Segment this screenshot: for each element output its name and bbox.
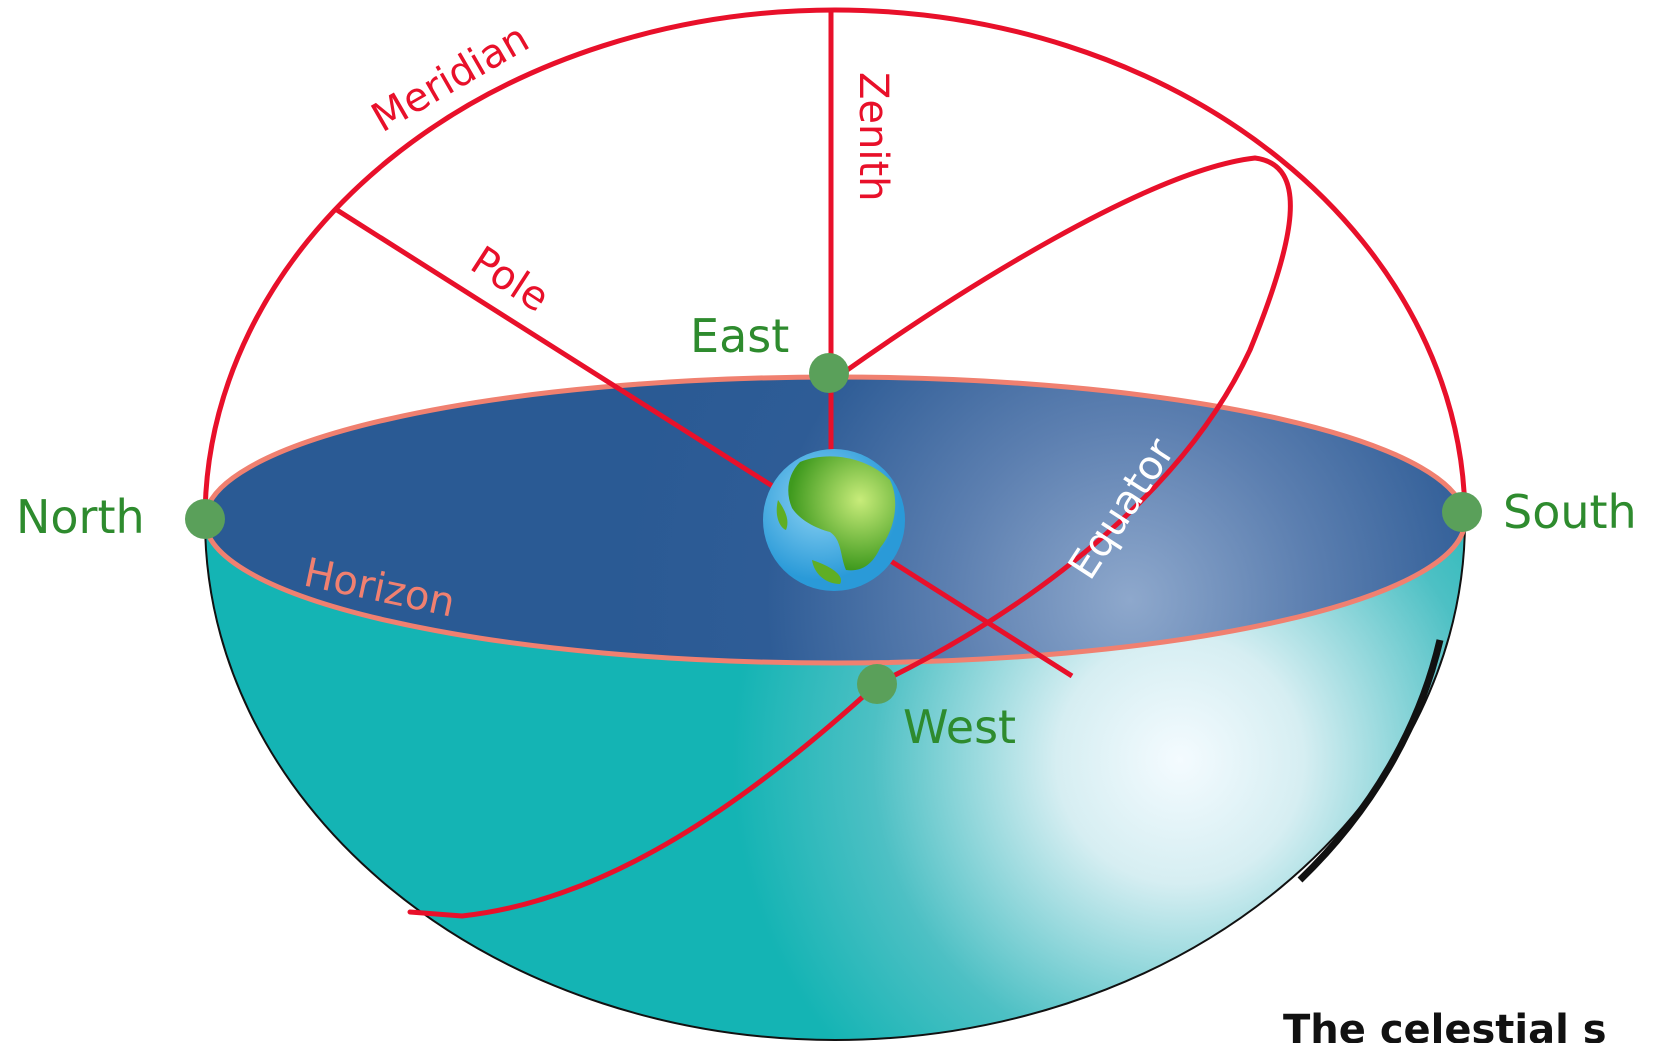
caption-text: The celestial s (1283, 1007, 1607, 1043)
pole-label: Pole (463, 238, 558, 322)
earth-globe (763, 449, 905, 591)
east-label: East (690, 309, 789, 363)
south-label: South (1503, 485, 1637, 539)
north-label: North (16, 490, 145, 544)
west-dot (857, 664, 897, 704)
west-label: West (903, 700, 1016, 754)
zenith-label: Zenith (850, 72, 896, 202)
meridian-label: Meridian (364, 15, 537, 141)
north-dot (185, 499, 225, 539)
south-dot (1442, 492, 1482, 532)
east-dot (809, 353, 849, 393)
